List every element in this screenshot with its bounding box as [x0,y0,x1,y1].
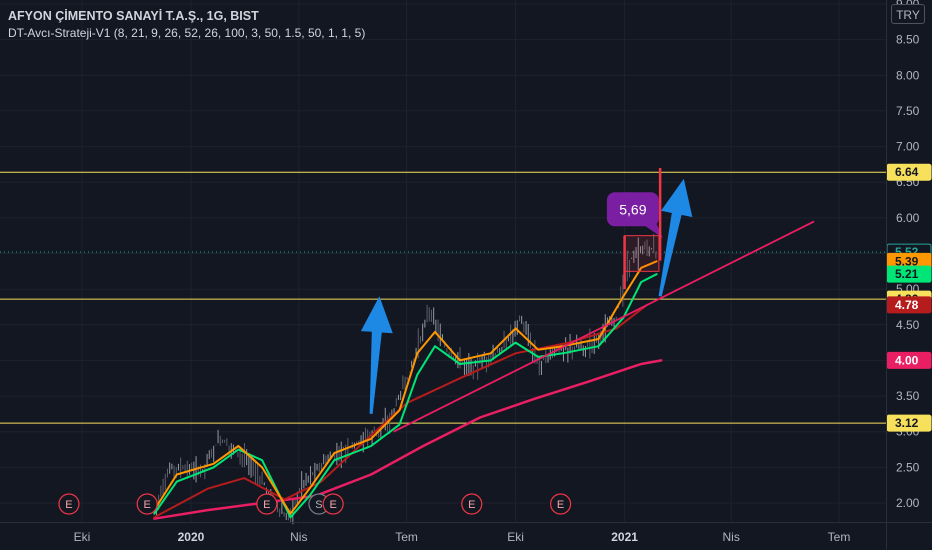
annotation-arrow[interactable] [658,178,693,297]
x-tick-label: Nis [290,530,307,544]
y-tick-label: 4.50 [896,318,920,332]
event-marker[interactable] [58,493,80,515]
x-tick-label: Tem [828,530,851,544]
y-tick-label: 2.50 [896,460,920,474]
callout-bubble[interactable] [606,192,659,227]
event-marker-label: E [263,499,270,511]
y-tick-label: 8.00 [896,68,920,82]
x-tick-label: Eki [507,530,524,544]
callout-label: 5,69 [619,201,646,217]
event-marker[interactable] [256,493,278,515]
x-tick-label: Tem [395,530,418,544]
annotation-box[interactable] [624,235,660,272]
event-marker[interactable] [322,493,344,515]
y-tick-label: 3.50 [896,389,920,403]
event-marker-label: E [329,499,336,511]
price-label: 5.39 [895,254,919,268]
chart-legend: AFYON ÇİMENTO SANAYİ T.A.Ş., 1G, BIST DT… [8,8,365,42]
y-tick-label: 7.50 [896,104,920,118]
y-tick-label: 7.00 [896,140,920,154]
price-label: 5.21 [895,267,919,281]
price-label: 4.00 [895,353,919,367]
x-tick-label: Nis [723,530,740,544]
callout-pointer [642,224,663,239]
y-tick-label: 2.00 [896,496,920,510]
event-marker-label: E [468,499,475,511]
x-tick-label: 2020 [178,530,205,544]
event-marker-label: E [143,499,150,511]
indicator-title[interactable]: DT-Avcı-Strateji-V1 (8, 21, 9, 26, 52, 2… [8,26,366,40]
event-marker-label: S [315,499,322,511]
x-tick-label: Eki [74,530,91,544]
price-label: 4.78 [895,298,919,312]
symbol-title[interactable]: AFYON ÇİMENTO SANAYİ T.A.Ş., 1G, BIST [8,9,259,23]
price-label: 3.12 [895,416,919,430]
y-tick-label: 8.50 [896,33,920,47]
event-marker-label: E [65,499,72,511]
annotation-arrow[interactable] [360,296,393,414]
event-marker-label: E [557,499,564,511]
series-line-sma[interactable] [153,359,663,520]
trend-line[interactable] [393,220,815,433]
currency-button[interactable]: TRY [891,4,925,24]
y-tick-label: 6.00 [896,211,920,225]
x-tick-label: 2021 [611,530,638,544]
event-marker[interactable] [136,493,158,515]
series-line-ema-fast[interactable] [153,260,658,515]
price-label: 6.64 [895,165,919,179]
event-marker[interactable] [461,493,483,515]
event-marker[interactable] [550,493,572,515]
